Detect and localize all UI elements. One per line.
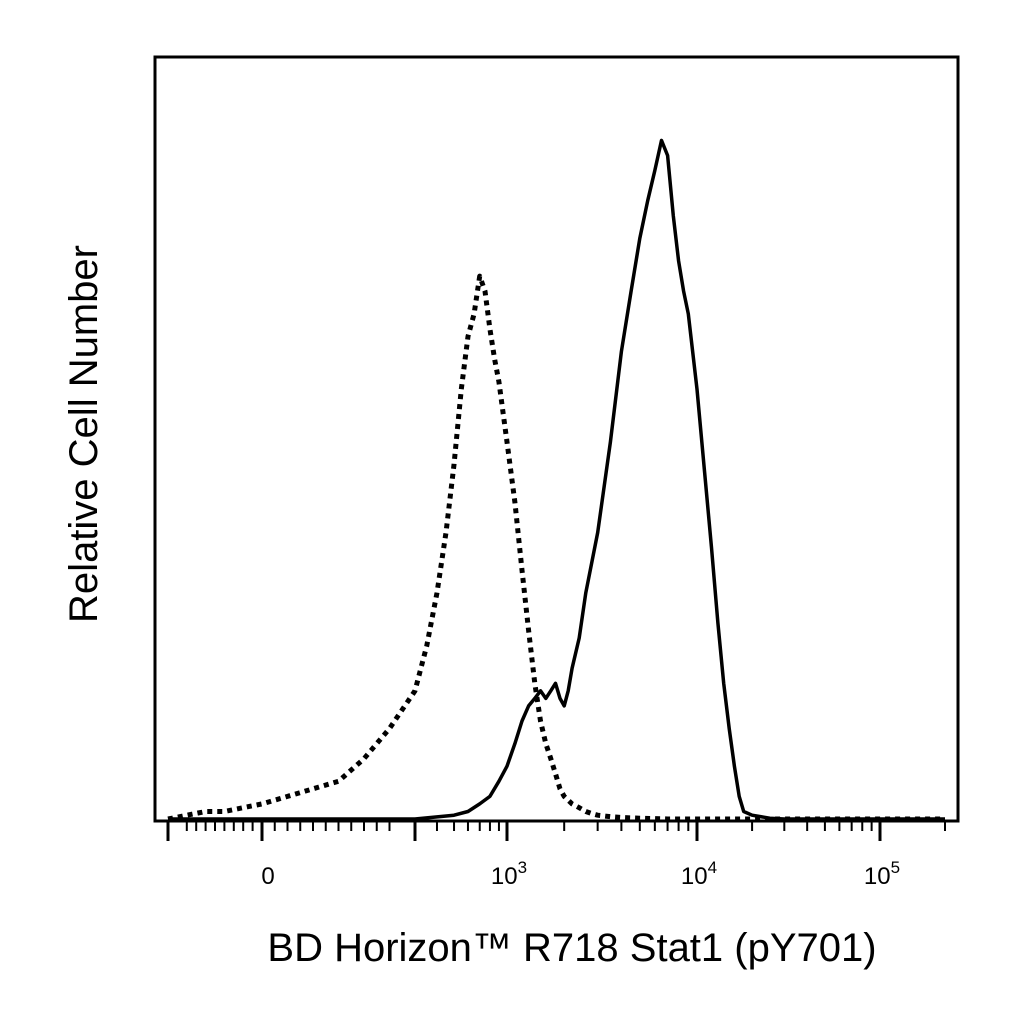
series-layer (167, 138, 945, 822)
y-axis-title: Relative Cell Number (62, 245, 106, 623)
x-tick-label: 0 (261, 863, 274, 890)
x-tick-label: 103 (491, 858, 527, 890)
x-axis-title: BD Horizon™ R718 Stat1 (pY701) (267, 926, 876, 970)
x-tick-label: 104 (681, 858, 717, 890)
series-line-solid (168, 138, 945, 821)
plot-frame (153, 55, 960, 823)
x-axis-minor-ticks (185, 821, 946, 831)
series-line-dotted (167, 273, 945, 822)
x-axis-major-ticks (166, 821, 882, 841)
x-tick-label: 105 (864, 858, 900, 890)
x-axis-tick-labels: 0 103 104 105 (261, 858, 900, 890)
